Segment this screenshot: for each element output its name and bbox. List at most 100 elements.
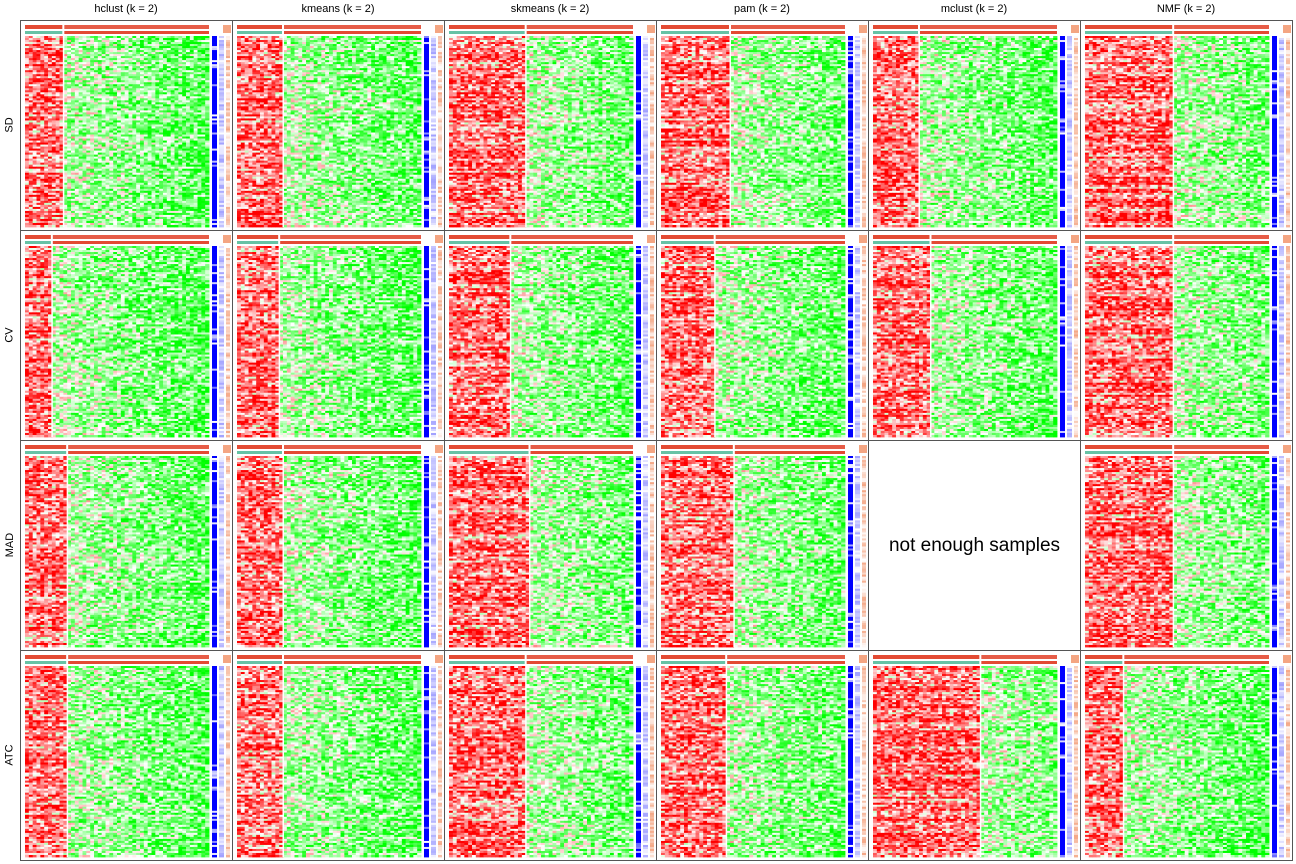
heatmap-panel bbox=[656, 230, 869, 441]
heatmap-body bbox=[1085, 36, 1269, 227]
heatmap-panel bbox=[232, 650, 445, 861]
heatmap-svg bbox=[869, 21, 1081, 231]
row-annotation-columns bbox=[212, 246, 230, 437]
class-annotation-bar bbox=[25, 235, 231, 244]
heatmap-body bbox=[1085, 456, 1269, 647]
column-title: skmeans (k = 2) bbox=[444, 3, 656, 19]
heatmap-svg bbox=[233, 441, 445, 651]
row-annotation-columns bbox=[636, 36, 654, 227]
class-annotation-bar bbox=[25, 445, 231, 454]
heatmap-svg bbox=[233, 231, 445, 441]
heatmap-body bbox=[237, 666, 421, 857]
class-annotation-bar bbox=[449, 25, 655, 34]
heatmap-panel bbox=[232, 20, 445, 231]
row-label: CV bbox=[0, 230, 20, 440]
heatmap-panel bbox=[20, 440, 233, 651]
heatmap-panel bbox=[1080, 440, 1293, 651]
heatmap-svg bbox=[1081, 231, 1293, 441]
heatmap-panel bbox=[1080, 650, 1293, 861]
row-annotation-columns bbox=[1272, 666, 1290, 857]
row-annotation-columns bbox=[1272, 36, 1290, 227]
class-annotation-bar bbox=[237, 445, 443, 454]
heatmap-panel bbox=[444, 20, 657, 231]
heatmap-panel bbox=[868, 20, 1081, 231]
heatmap-body bbox=[449, 666, 633, 857]
heatmap-svg bbox=[657, 441, 869, 651]
heatmap-body bbox=[661, 36, 845, 227]
heatmap-svg bbox=[445, 21, 657, 231]
column-title: mclust (k = 2) bbox=[868, 3, 1080, 19]
empty-panel-message: not enough samples bbox=[869, 441, 1080, 650]
class-annotation-bar bbox=[873, 235, 1079, 244]
row-annotation-columns bbox=[848, 246, 866, 437]
heatmap-body bbox=[449, 456, 633, 647]
heatmap-svg bbox=[657, 651, 869, 861]
heatmap-svg bbox=[1081, 651, 1293, 861]
heatmap-panel: not enough samples bbox=[868, 440, 1081, 651]
row-label: ATC bbox=[0, 650, 20, 860]
heatmap-body bbox=[1085, 246, 1269, 437]
heatmap-body bbox=[661, 456, 845, 647]
class-annotation-bar bbox=[25, 25, 231, 34]
row-label-text: CV bbox=[4, 327, 16, 342]
column-title: pam (k = 2) bbox=[656, 3, 868, 19]
column-title: hclust (k = 2) bbox=[20, 3, 232, 19]
heatmap-svg bbox=[233, 651, 445, 861]
row-annotation-columns bbox=[424, 246, 442, 437]
heatmap-body bbox=[661, 246, 845, 437]
heatmap-panel bbox=[656, 440, 869, 651]
row-annotation-columns bbox=[848, 456, 866, 647]
row-label-text: ATC bbox=[4, 744, 16, 765]
class-annotation-bar bbox=[1085, 25, 1291, 34]
row-label: SD bbox=[0, 20, 20, 230]
heatmap-svg bbox=[21, 651, 233, 861]
class-annotation-bar bbox=[873, 25, 1079, 34]
heatmap-body bbox=[237, 246, 421, 437]
class-annotation-bar bbox=[449, 235, 655, 244]
row-annotation-columns bbox=[1060, 36, 1078, 227]
class-annotation-bar bbox=[25, 655, 231, 664]
heatmap-panel bbox=[1080, 20, 1293, 231]
heatmap-panel bbox=[20, 20, 233, 231]
row-annotation-columns bbox=[848, 666, 866, 857]
heatmap-body bbox=[237, 36, 421, 227]
class-annotation-bar bbox=[237, 25, 443, 34]
heatmap-body bbox=[25, 666, 209, 857]
class-annotation-bar bbox=[1085, 655, 1291, 664]
row-annotation-columns bbox=[636, 456, 654, 647]
row-annotation-columns bbox=[212, 36, 230, 227]
heatmap-panel bbox=[444, 650, 657, 861]
heatmap-panel bbox=[20, 230, 233, 441]
heatmap-panel bbox=[868, 230, 1081, 441]
class-annotation-bar bbox=[661, 25, 867, 34]
heatmap-panel bbox=[656, 20, 869, 231]
row-annotation-columns bbox=[636, 666, 654, 857]
heatmap-body bbox=[873, 246, 1057, 437]
row-annotation-columns bbox=[848, 36, 866, 227]
class-annotation-bar bbox=[1085, 235, 1291, 244]
class-annotation-bar bbox=[1085, 445, 1291, 454]
class-annotation-bar bbox=[449, 445, 655, 454]
heatmap-svg bbox=[445, 231, 657, 441]
heatmap-panel bbox=[444, 230, 657, 441]
heatmap-body bbox=[25, 246, 209, 437]
class-annotation-bar bbox=[661, 445, 867, 454]
heatmap-svg bbox=[233, 21, 445, 231]
heatmap-body bbox=[449, 246, 633, 437]
heatmap-body bbox=[661, 666, 845, 857]
heatmap-panel bbox=[868, 650, 1081, 861]
heatmap-svg bbox=[445, 651, 657, 861]
row-annotation-columns bbox=[424, 456, 442, 647]
heatmap-panel bbox=[232, 440, 445, 651]
heatmap-svg bbox=[657, 21, 869, 231]
heatmap-panel bbox=[656, 650, 869, 861]
heatmap-panel bbox=[20, 650, 233, 861]
heatmap-body bbox=[237, 456, 421, 647]
row-label: MAD bbox=[0, 440, 20, 650]
row-label-text: SD bbox=[4, 117, 16, 132]
row-annotation-columns bbox=[636, 246, 654, 437]
heatmap-body bbox=[873, 36, 1057, 227]
heatmap-svg bbox=[869, 231, 1081, 441]
heatmap-body bbox=[1085, 666, 1269, 857]
